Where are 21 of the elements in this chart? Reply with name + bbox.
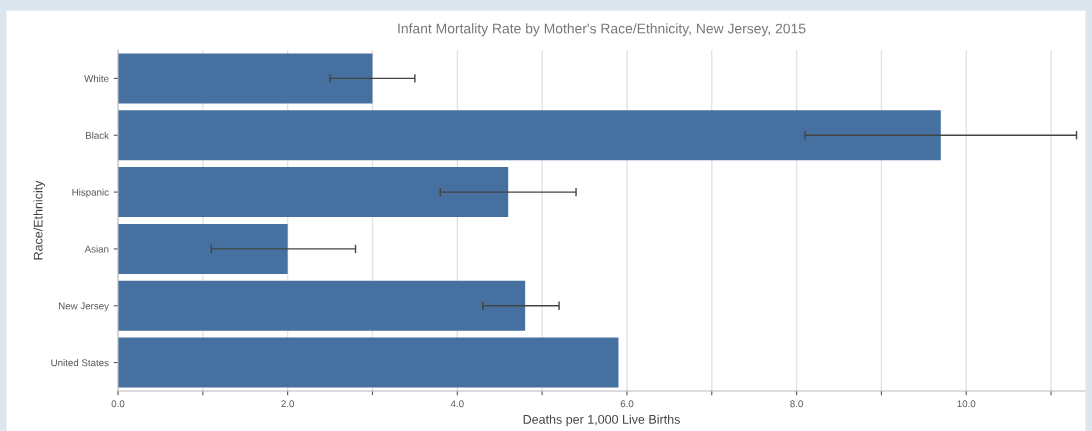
bar [118, 110, 941, 161]
x-tick-label: 8.0 [790, 400, 803, 408]
y-axis-title: Race/Ethnicity [33, 180, 46, 260]
y-tick-label: New Jersey [58, 302, 109, 312]
chart-title: Infant Mortality Rate by Mother's Race/Ethnicity, New Jersey, 2015 [398, 23, 806, 37]
x-axis-title: Deaths per 1,000 Live Births [523, 414, 680, 427]
y-tick-label: Black [86, 131, 109, 139]
y-tick-label: Hispanic [72, 188, 109, 198]
x-tick-label: 4.0 [450, 400, 464, 408]
x-tick-label: 10.0 [957, 400, 976, 408]
bar [118, 280, 526, 331]
bar [118, 223, 288, 274]
y-tick-label: Asian [84, 245, 109, 253]
bar [118, 53, 373, 104]
x-tick-label: 6.0 [620, 400, 634, 408]
x-tick-label: 0.0 [111, 400, 125, 408]
bar [118, 167, 509, 218]
y-tick-label: White [84, 74, 109, 83]
x-tick-label: 2.0 [281, 400, 295, 408]
y-tick-label: United States [51, 359, 109, 367]
bar [118, 337, 619, 388]
